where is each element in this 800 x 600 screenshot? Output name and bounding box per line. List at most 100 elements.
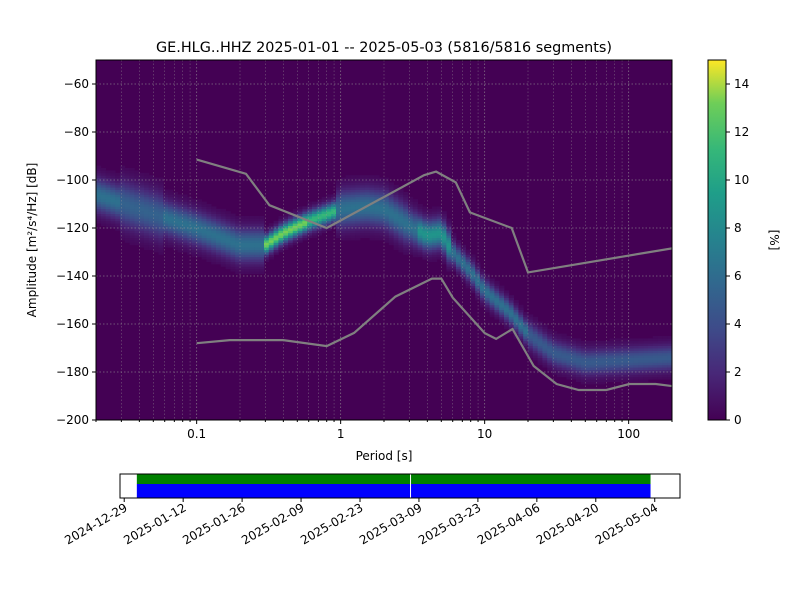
density-cell: [547, 350, 553, 354]
density-cell: [576, 338, 582, 342]
density-cell: [360, 220, 366, 224]
density-cell: [211, 225, 217, 229]
density-cell: [110, 218, 116, 222]
density-cell: [283, 220, 289, 224]
density-cell: [220, 242, 226, 246]
density-cell: [216, 247, 222, 250]
density-cell: [192, 244, 198, 248]
density-cell: [216, 232, 222, 236]
density-cell: [110, 184, 116, 188]
density-cell: [528, 331, 534, 334]
density-cell: [388, 184, 394, 188]
density-cell: [585, 381, 591, 385]
density-cell: [124, 170, 130, 174]
density-cell: [523, 316, 529, 320]
density-cell: [537, 326, 543, 330]
density-cell: [235, 242, 241, 246]
density-cell: [432, 213, 438, 217]
density-cell: [336, 230, 342, 234]
density-cell: [470, 285, 476, 289]
density-cell: [163, 240, 169, 243]
density-cell: [633, 343, 639, 346]
density-cell: [422, 254, 428, 258]
density-cell: [408, 208, 414, 212]
density-cell: [585, 357, 591, 361]
density-cell: [216, 254, 222, 258]
density-cell: [340, 180, 346, 183]
density-cell: [129, 175, 135, 178]
density-cell: [456, 266, 462, 270]
density-cell: [494, 304, 500, 308]
density-cell: [408, 199, 414, 202]
density-cell: [168, 211, 174, 214]
density-cell: [446, 240, 452, 243]
density-cell: [158, 225, 164, 229]
density-cell: [230, 235, 236, 238]
density-cell: [268, 228, 274, 231]
density-cell: [369, 182, 375, 186]
density-cell: [499, 297, 505, 301]
density-cell: [561, 362, 567, 366]
density-cell: [115, 220, 121, 224]
density-cell: [657, 364, 663, 368]
density-cell: [249, 242, 255, 246]
density-cell: [96, 220, 102, 224]
density-cell: [120, 201, 126, 205]
density-cell: [177, 196, 183, 200]
density-cell: [408, 216, 414, 219]
density-cell: [624, 357, 630, 361]
density-cell: [398, 220, 404, 224]
density-cell: [465, 249, 471, 253]
density-cell: [177, 247, 183, 250]
density-cell: [187, 223, 193, 226]
density-cell: [566, 364, 572, 368]
density-cell: [432, 228, 438, 231]
density-cell: [240, 271, 246, 274]
density-cell: [441, 244, 447, 248]
density-cell: [465, 273, 471, 277]
density-cell: [134, 237, 140, 241]
density-cell: [225, 256, 231, 260]
density-cell: [648, 374, 654, 378]
density-cell: [321, 216, 327, 219]
density-cell: [307, 223, 313, 226]
density-cell: [355, 235, 361, 238]
density-cell: [225, 266, 231, 270]
density-cell: [484, 278, 490, 282]
density-cell: [537, 350, 543, 354]
density-cell: [292, 235, 298, 238]
density-cell: [144, 216, 150, 219]
density-cell: [230, 266, 236, 270]
density-cell: [475, 266, 481, 270]
density-cell: [417, 216, 423, 219]
density-cell: [158, 218, 164, 222]
density-cell: [153, 199, 159, 202]
density-cell: [432, 237, 438, 241]
density-cell: [446, 228, 452, 231]
density-cell: [105, 194, 111, 198]
density-cell: [398, 237, 404, 241]
density-cell: [345, 187, 351, 190]
density-cell: [259, 264, 265, 267]
density-cell: [254, 230, 260, 234]
density-cell: [129, 237, 135, 241]
density-cell: [230, 259, 236, 262]
density-cell: [288, 244, 294, 248]
density-cell: [528, 326, 534, 330]
density-cell: [398, 213, 404, 217]
density-cell: [427, 213, 433, 217]
density-cell: [115, 228, 121, 231]
density-cell: [480, 290, 486, 294]
density-cell: [494, 280, 500, 284]
density-cell: [609, 367, 615, 370]
density-cell: [100, 177, 106, 181]
density-cell: [547, 348, 553, 351]
density-cell: [355, 216, 361, 219]
density-cell: [264, 237, 270, 241]
density-cell: [110, 187, 116, 190]
density-cell: [120, 192, 126, 195]
density-cell: [182, 242, 188, 246]
density-cell: [571, 352, 577, 356]
density-cell: [532, 350, 538, 354]
density-cell: [388, 216, 394, 219]
